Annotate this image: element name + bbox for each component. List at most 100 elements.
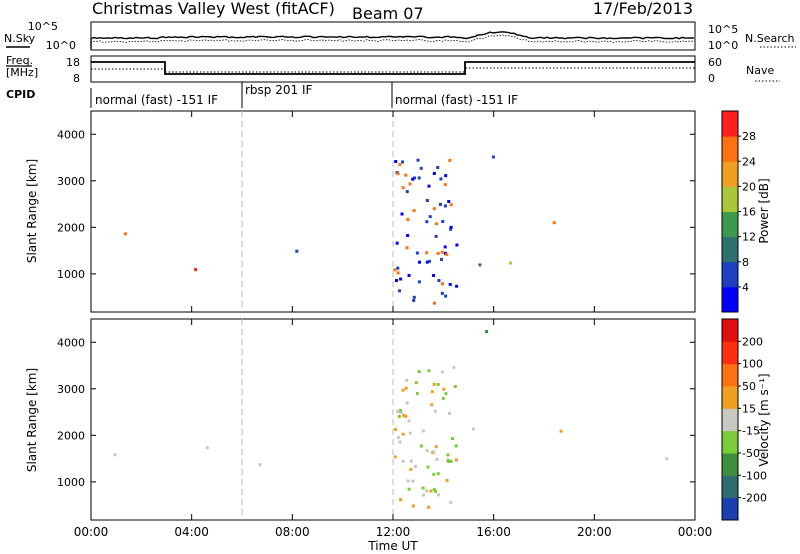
cpid-segment-3: normal (fast) -151 IF — [395, 93, 518, 107]
echo-cell — [435, 457, 439, 461]
power-colorbar-label: Power [dB] — [757, 178, 771, 243]
echo-cell — [418, 260, 422, 264]
echo-cell — [436, 251, 440, 255]
colorbar-swatch — [722, 186, 738, 212]
y-tick-label: 1000 — [57, 268, 85, 281]
echo-cell — [405, 378, 409, 382]
echo-cell — [412, 176, 416, 180]
echo-cell — [452, 365, 456, 369]
echo-cell — [435, 222, 439, 226]
echo-cell — [440, 291, 444, 295]
echo-cell — [447, 199, 451, 203]
power-colorbar: 4 8 12 16 20 24 28 — [721, 110, 756, 313]
cpid-label: CPID — [6, 88, 35, 101]
echo-cell — [439, 177, 443, 181]
echo-cell — [421, 486, 425, 490]
colorbar-tick-label: -50 — [742, 447, 760, 460]
echo-cell — [440, 282, 444, 286]
echo-cell — [409, 467, 413, 471]
echo-cell — [123, 232, 127, 236]
echo-cell — [455, 243, 459, 247]
echo-cell — [440, 250, 444, 254]
echo-cell — [434, 234, 438, 238]
colorbar-swatch — [722, 319, 738, 342]
echo-cell — [414, 464, 418, 468]
colorbar-frame — [721, 318, 739, 521]
echo-cell — [433, 409, 437, 413]
echo-cell — [432, 450, 436, 454]
echo-cell — [478, 263, 482, 267]
colorbar-swatch — [722, 236, 738, 263]
nsky-strip-frame — [90, 21, 696, 51]
y-tick-label: 3000 — [57, 383, 85, 396]
echo-cell — [396, 172, 400, 176]
echo-cell — [665, 457, 669, 461]
echo-cell — [295, 249, 299, 253]
echo-cell — [434, 445, 438, 449]
velocity-ylabel: Slant Range [km] — [25, 368, 39, 472]
echo-cell — [449, 500, 453, 504]
echo-cell — [432, 487, 436, 491]
colorbar-tick-label: 16 — [742, 206, 756, 219]
colorbar-tick-label: 200 — [742, 335, 763, 348]
echo-cell — [552, 221, 556, 225]
y-tick-label: 2000 — [57, 221, 85, 234]
nave-trace — [91, 67, 695, 73]
cpid-segment-2: rbsp 201 IF — [245, 83, 312, 97]
echo-cell — [425, 199, 429, 203]
freq-label-line1: Freq. — [6, 54, 33, 67]
echo-cell — [406, 217, 410, 221]
echo-cell — [401, 160, 405, 164]
nsky-trace — [90, 31, 695, 49]
x-tick-label: 00:00 — [678, 525, 713, 539]
echo-cell — [454, 444, 458, 448]
echo-cell — [399, 411, 403, 415]
echo-cell — [445, 252, 449, 256]
echo-cell — [400, 212, 404, 216]
colorbar-swatch — [722, 161, 738, 187]
power-ylabel: Slant Range [km] — [25, 159, 39, 263]
velocity-colorbar-label: Velocity [m s⁻¹] — [757, 373, 771, 466]
echo-cell — [401, 432, 405, 436]
nsearch-trace — [90, 34, 695, 46]
echo-cell — [404, 173, 408, 177]
echo-cell — [440, 257, 444, 261]
echo-cell — [401, 388, 405, 392]
echo-cell — [113, 453, 117, 457]
echo-cell — [427, 184, 431, 188]
echo-cell — [425, 260, 429, 264]
echo-cell — [405, 190, 409, 194]
echo-cell — [417, 176, 421, 180]
echo-cell — [428, 259, 432, 263]
echo-cell — [455, 284, 459, 288]
nsky-tick-top: 10^5 — [28, 20, 58, 33]
echo-cell — [411, 504, 415, 508]
echo-cell — [419, 166, 423, 170]
echo-cell — [415, 251, 419, 255]
echo-cell — [412, 299, 416, 303]
colorbar-tick-label: 15 — [742, 402, 756, 415]
colorbar-tick-label: 24 — [742, 155, 756, 168]
date-label: 17/Feb/2013 — [593, 0, 693, 18]
echo-cell — [395, 241, 399, 245]
x-tick-label: 20:00 — [577, 525, 612, 539]
echo-cell — [444, 174, 448, 178]
echo-cell — [398, 440, 402, 444]
echo-cell — [441, 396, 445, 400]
y-tick-label: 1000 — [57, 476, 85, 489]
echo-cell — [434, 489, 438, 493]
echo-cell — [436, 382, 440, 386]
echo-cell — [394, 279, 398, 283]
echo-cell — [393, 428, 397, 432]
x-tick-label: 16:00 — [476, 525, 511, 539]
echo-cell — [425, 489, 429, 493]
echo-cell — [448, 158, 452, 162]
echo-cell — [421, 493, 425, 497]
echo-cell — [444, 392, 448, 396]
colorbar-swatch — [722, 408, 738, 432]
echo-cell — [509, 261, 513, 265]
nsearch-tick-top: 10^5 — [708, 23, 738, 36]
colorbar-tick-label: 4 — [742, 281, 749, 294]
echo-cell — [417, 280, 421, 284]
echo-cell — [408, 182, 412, 186]
